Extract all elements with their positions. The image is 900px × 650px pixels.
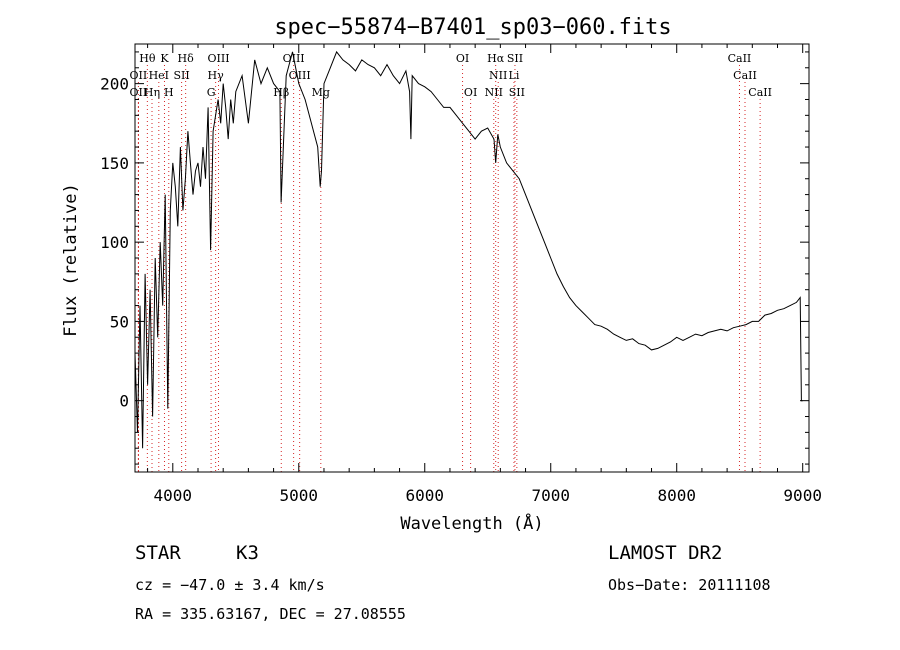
y-tick-label: 150 <box>100 154 129 173</box>
spectrum-series-line <box>134 50 803 449</box>
y-tick-label: 100 <box>100 233 129 252</box>
spectral-line-label: NII <box>485 86 503 99</box>
spectrum-chart: spec−55874−B7401_sp03−060.fits Hθ K Hδ OIII… <box>61 15 822 534</box>
spectral-line-label: OI <box>456 52 469 65</box>
x-tick-label: 8000 <box>657 486 696 505</box>
spectral-line-label: K <box>160 52 169 65</box>
spectral-line-label: Hγ <box>208 69 225 82</box>
x-axis-label: Wavelength (Å) <box>400 512 543 534</box>
y-tick-label: 200 <box>100 75 129 94</box>
spectral-line-label: OIII <box>207 52 229 65</box>
plot-area-frame <box>134 43 810 473</box>
spectral-line-label: Hα <box>487 52 505 65</box>
spectral-line-label: OII <box>130 86 148 99</box>
spectral-line-label: Li <box>509 69 520 82</box>
object-class: STAR <box>135 542 181 564</box>
spectral-line-label: Hβ <box>273 86 289 99</box>
spectral-line-label: Hθ <box>139 52 156 65</box>
spectral-line-label: Hη <box>144 86 160 99</box>
x-tick-label: 5000 <box>280 486 319 505</box>
y-tick-label: 50 <box>110 312 129 331</box>
spectral-line-label: CaII <box>748 86 772 99</box>
coordinates-info: RA = 335.63167, DEC = 27.08555 <box>135 605 406 623</box>
spectral-line-label: SII <box>509 86 525 99</box>
spectral-line-label: H <box>164 86 174 99</box>
spectral-line-label: OIII <box>289 69 311 82</box>
x-tick-label: 4000 <box>154 486 193 505</box>
y-axis-ticks: 0 50 100 150 200 <box>100 51 809 465</box>
spectral-line-label: HeI <box>149 69 169 82</box>
observation-date: Obs−Date: 20111108 <box>608 576 771 594</box>
spectral-line-label: Hδ <box>178 52 195 65</box>
object-subclass: K3 <box>236 542 259 564</box>
spectral-line-label: SII <box>507 52 523 65</box>
spectral-line-label: OI <box>464 86 477 99</box>
spectral-line-label: OII <box>130 69 148 82</box>
spectral-line-label: G <box>207 86 216 99</box>
y-tick-label: 0 <box>119 392 129 411</box>
x-tick-label: 7000 <box>531 486 570 505</box>
spectral-line-label: Mg <box>312 86 330 99</box>
survey-name: LAMOST DR2 <box>608 542 723 564</box>
spectral-line-label: NII <box>489 69 507 82</box>
y-axis-label: Flux (relative) <box>61 183 81 337</box>
x-axis-ticks: 4000 5000 6000 7000 8000 9000 <box>147 44 822 505</box>
redshift-info: cz = −47.0 ± 3.4 km/s <box>135 576 325 594</box>
x-tick-label: 9000 <box>783 486 822 505</box>
spectral-line-label: CaII <box>733 69 757 82</box>
spectral-line-label: CaII <box>728 52 752 65</box>
spectral-line-label: SII <box>173 69 189 82</box>
x-tick-label: 6000 <box>405 486 444 505</box>
chart-title: spec−55874−B7401_sp03−060.fits <box>274 15 671 40</box>
